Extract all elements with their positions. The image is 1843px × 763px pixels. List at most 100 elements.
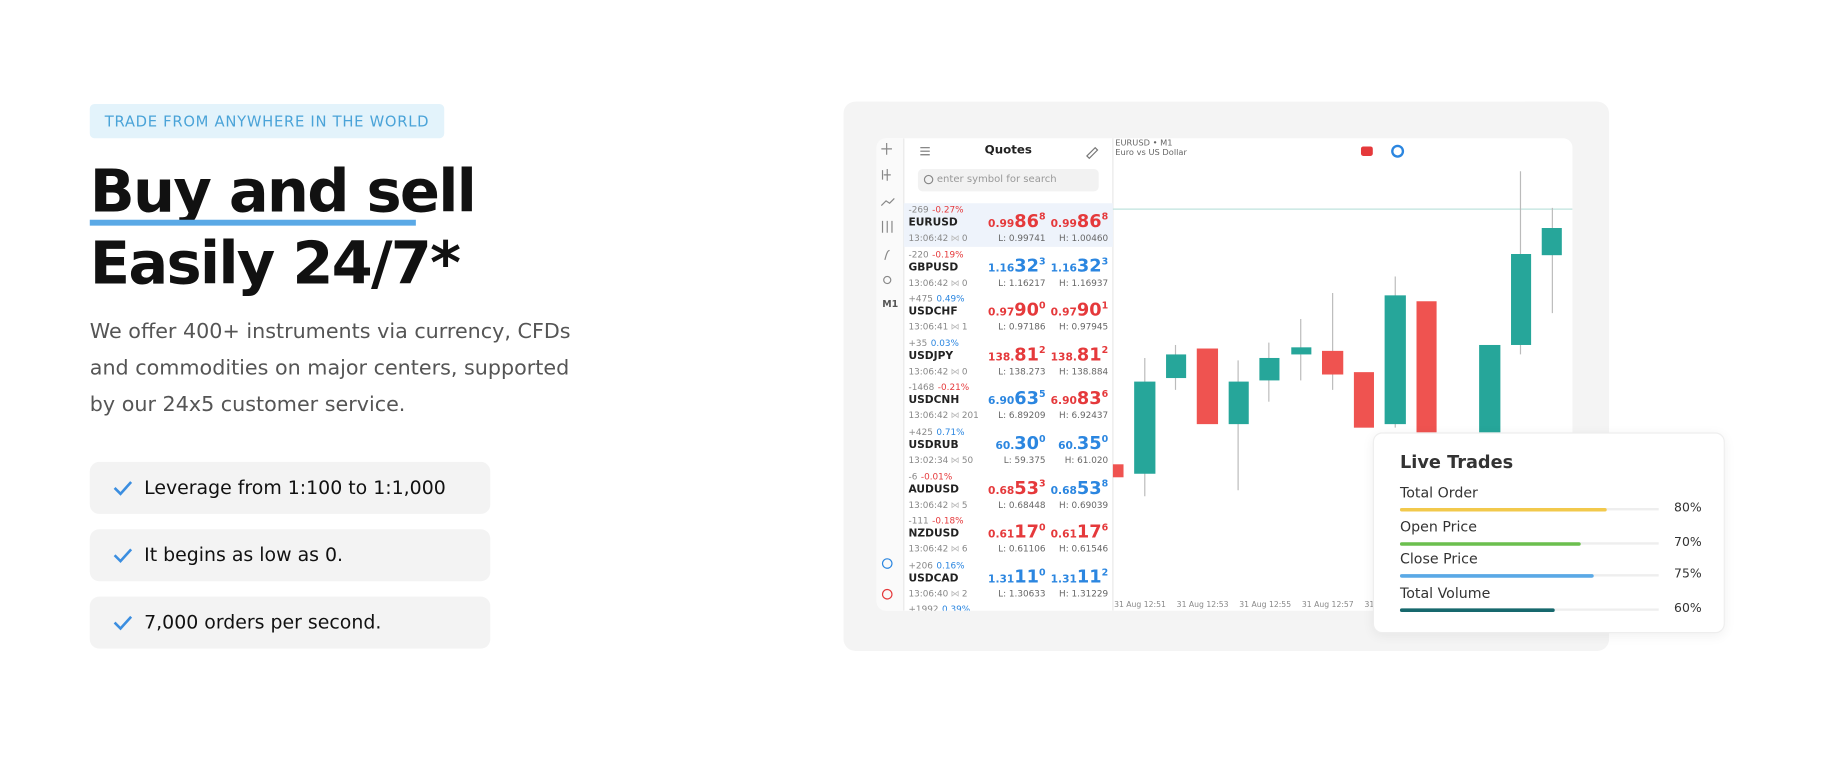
change-percent: 0.03% (930, 337, 959, 349)
quote-row: +475 0.49% USDCHF 13:06:41 ⋈ 1 0.97900 L: 0.971… (904, 292, 1113, 336)
search-box (917, 168, 1099, 192)
platform-graphics (876, 138, 1573, 611)
change-line: -1468 -0.21% (909, 382, 970, 393)
time-label: 31 Aug 12:55 (1239, 600, 1292, 610)
change-line: +475 0.49% (909, 293, 965, 304)
change-line: +425 0.71% (909, 426, 965, 437)
change-points: +475 (908, 293, 933, 304)
price-ask: 0.61176 (1051, 520, 1109, 542)
price-head: 0.68 (988, 485, 1015, 497)
time: 13:06:42 (908, 365, 949, 377)
price-big: 86 (1014, 210, 1039, 232)
check-icon (113, 481, 133, 496)
quotes-title: Quotes (984, 144, 1032, 158)
price-head: 138. (988, 351, 1015, 364)
price-bid: 0.61170 (988, 520, 1046, 542)
feature-item: It begins as low as 0. (89, 529, 491, 582)
time: 13:06:42 (908, 410, 949, 422)
time: 13:06:42 (908, 499, 949, 510)
spread: 2 (961, 588, 968, 599)
time: 13:06:42 (908, 277, 949, 288)
price-head: 1.31 (1050, 573, 1077, 586)
spread: 50 (961, 454, 974, 466)
low: L: 1.30633 (998, 588, 1046, 599)
change-points: -111 (908, 515, 929, 526)
row-highlight (903, 203, 1113, 247)
live-trades-card: Live Trades Total Order 80% Open Price 70% C… (1372, 432, 1725, 634)
time-label: 31 Aug 12:53 (1176, 600, 1229, 610)
price-sup: 6 (1101, 522, 1109, 534)
price-sup: 2 (1038, 344, 1046, 356)
quote-row: -269 -0.27% EURUSD 13:06:42 ⋈ 0 0.99868 L: 0.99… (904, 203, 1113, 247)
price-big: 11 (1014, 565, 1039, 587)
low: L: 138.273 (998, 365, 1046, 377)
price-sup: 1 (1101, 300, 1109, 311)
spread-icon: ⋈ (950, 410, 960, 422)
price-bid: 1.31110 (988, 564, 1046, 587)
badge: TRADE FROM ANYWHERE IN THE WORLD (89, 103, 445, 139)
check-icon (113, 615, 133, 631)
price-big: 53 (1076, 476, 1102, 499)
time: 13:06:41 (908, 321, 949, 333)
price-bid: 60.300 (995, 431, 1045, 453)
price-sup: 0 (1038, 433, 1046, 445)
price-head: 1.16 (988, 262, 1015, 275)
spread-icon: ⋈ (950, 499, 960, 510)
price-head: 60. (1058, 440, 1077, 453)
search-icon (923, 174, 934, 185)
low: L: 1.16217 (998, 277, 1046, 288)
price-sup: 3 (1101, 255, 1109, 267)
high: H: 1.00460 (1059, 232, 1109, 244)
price-big: 63 (1014, 387, 1039, 410)
chart-symbol: EURUSD • M1 (1115, 138, 1173, 148)
low: L: 6.89209 (998, 410, 1046, 422)
symbol: NZDUSD (908, 528, 960, 541)
price-big: 81 (1076, 343, 1102, 365)
price-head: 6.90 (988, 396, 1015, 409)
change-points: -6 (908, 470, 918, 482)
change-points: +35 (908, 337, 928, 349)
quote-row: -111 -0.18% NZDUSD 13:06:42 ⋈ 6 0.61170 L: 0.61… (904, 514, 1113, 558)
change-percent: 0.49% (936, 293, 965, 304)
spread-icon: ⋈ (950, 454, 960, 466)
change-line: -6 -0.01% (909, 471, 953, 482)
price-head: 60. (995, 440, 1015, 453)
description: We offer 400+ instruments via currency, … (89, 320, 571, 418)
down-candles (1112, 301, 1437, 478)
price-bid: 138.812 (988, 342, 1046, 365)
change-percent: -0.19% (932, 248, 964, 260)
price-bid: 1.16323 (988, 254, 1046, 276)
symbol: USDCHF (908, 306, 958, 319)
up-candles (1134, 228, 1562, 474)
symbol: USDRUB (908, 439, 959, 452)
spread: 0 (961, 277, 968, 288)
change-points: -1468 (908, 382, 935, 393)
spread-icon: ⋈ (950, 321, 960, 333)
low: L: 0.97186 (998, 321, 1046, 333)
time-line: 13:06:42 ⋈ 6 (909, 544, 968, 555)
low: L: 0.61106 (998, 543, 1046, 555)
low: L: 0.99741 (998, 232, 1046, 244)
metric-label: Open Price (1399, 518, 1477, 536)
change-line: +1992 0.39% (909, 604, 971, 611)
spread: 5 (961, 499, 968, 510)
metric-label: Close Price (1399, 550, 1478, 568)
price-head: 6.90 (1050, 396, 1077, 409)
chart-description: Euro vs US Dollar (1115, 147, 1187, 158)
price-big: 17 (1076, 521, 1102, 543)
flag-icon (1360, 146, 1373, 156)
price-head: 0.99 (1050, 218, 1077, 231)
price-big: 11 (1076, 565, 1102, 587)
metric-percent: 60% (1674, 601, 1702, 616)
price-bid: 0.68533 (988, 476, 1046, 498)
high: H: 6.92437 (1059, 410, 1109, 422)
spread-icon: ⋈ (950, 277, 960, 288)
price-big: 30 (1014, 432, 1039, 454)
bar (1399, 507, 1607, 511)
price-sup: 0 (1038, 522, 1046, 534)
feature-text: Leverage from 1:100 to 1:1,000 (144, 476, 446, 499)
symbol: USDJPY (908, 350, 954, 363)
bar (1399, 573, 1595, 578)
price-bid: 6.90635 (988, 387, 1046, 409)
